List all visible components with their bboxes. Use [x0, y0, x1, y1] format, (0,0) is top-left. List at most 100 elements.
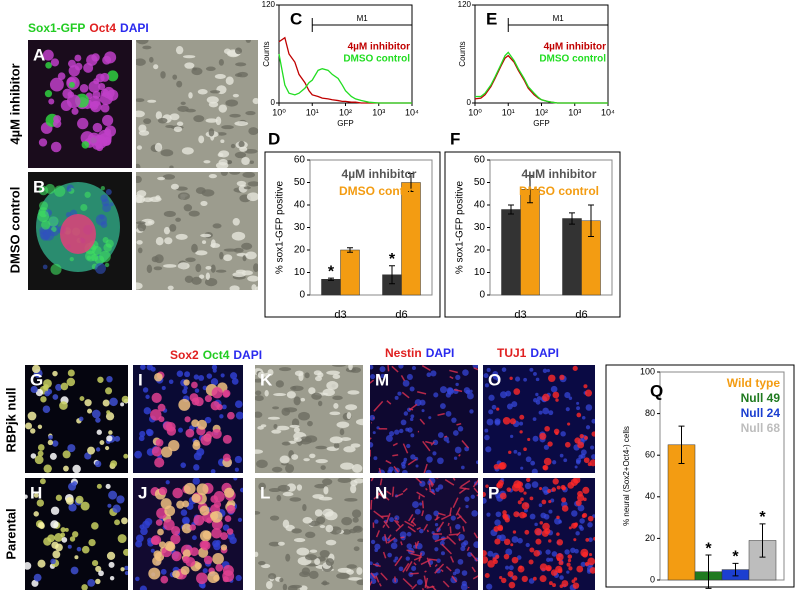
cell [495, 511, 502, 518]
cell [257, 426, 264, 430]
cell [577, 490, 583, 497]
cell [48, 216, 59, 227]
cell [346, 412, 352, 420]
cell [513, 480, 522, 489]
cell [542, 368, 548, 374]
cell [564, 441, 571, 448]
cell [92, 122, 103, 133]
cell [108, 490, 118, 500]
cell [183, 482, 196, 495]
cell [196, 483, 209, 496]
cell [146, 264, 153, 274]
cell [34, 455, 44, 465]
cell [450, 515, 456, 521]
cell [446, 440, 450, 444]
cell [215, 162, 229, 168]
y-tick-label: 40 [294, 200, 306, 211]
cell [402, 379, 410, 387]
cell [160, 71, 166, 79]
histogram-line [278, 36, 412, 104]
legend-entry: DMSO control [519, 184, 599, 198]
image-content [255, 365, 363, 473]
cell [79, 83, 89, 93]
micrograph [133, 365, 243, 473]
fiber [416, 491, 426, 498]
cell [484, 383, 489, 388]
cell [147, 99, 157, 103]
cell [333, 442, 340, 449]
cell [554, 517, 562, 525]
cell [121, 395, 128, 403]
cell [167, 285, 174, 290]
cell [204, 416, 212, 424]
y-tick-label: 30 [474, 222, 486, 233]
cell [210, 510, 223, 523]
cell [107, 70, 119, 82]
cell [483, 491, 486, 497]
cell [171, 551, 182, 562]
cell [561, 580, 569, 588]
cell [255, 411, 263, 418]
cell [39, 478, 46, 485]
cell [541, 499, 547, 505]
cell [314, 509, 323, 517]
fiber [373, 400, 384, 412]
cell [105, 483, 111, 489]
cell [512, 530, 517, 534]
cell [60, 527, 66, 533]
fiber [386, 490, 392, 496]
panel-label: J [138, 483, 147, 502]
cell [524, 529, 530, 535]
fiber [422, 440, 431, 452]
cell [51, 226, 57, 233]
cell [508, 565, 514, 571]
stain-name: Sox2 [170, 348, 199, 362]
cell [151, 446, 162, 457]
cell [136, 195, 146, 204]
cell [49, 77, 64, 92]
panel-label: F [450, 129, 460, 148]
x-tick-label: 10⁴ [601, 107, 615, 117]
cell [163, 519, 175, 531]
cell [180, 101, 186, 105]
cell [98, 570, 104, 577]
cell [302, 504, 307, 512]
cell [229, 536, 237, 545]
cell [464, 496, 470, 502]
cell [484, 573, 490, 579]
cell [271, 429, 282, 434]
cell [581, 415, 586, 420]
cell [193, 464, 200, 471]
fiber [383, 520, 390, 529]
error-bar [347, 247, 353, 253]
x-tick-label: 10² [339, 107, 352, 117]
cell [191, 243, 198, 253]
cell [535, 538, 542, 545]
cell [487, 560, 495, 568]
cell [387, 552, 392, 558]
cell [184, 371, 191, 378]
cell [234, 151, 247, 159]
cell [348, 577, 362, 581]
cell [534, 528, 542, 536]
y-tick-label: 50 [294, 177, 306, 188]
y-axis-label: % sox1-GFP positive [455, 180, 466, 274]
cell [87, 408, 93, 414]
fiber [452, 497, 459, 509]
cell [109, 397, 118, 407]
panel-frame [444, 151, 621, 318]
panel-label: I [138, 370, 143, 389]
cell [532, 417, 537, 422]
cell [517, 565, 525, 573]
cell [568, 396, 573, 400]
cell [142, 387, 149, 393]
cell [41, 220, 51, 230]
cell [37, 521, 45, 529]
cell [319, 525, 326, 529]
cell [69, 257, 74, 262]
cell [501, 367, 507, 372]
cell [135, 540, 143, 548]
cell [100, 194, 108, 203]
cell [543, 444, 549, 450]
y-tick-label: 20 [294, 245, 306, 256]
